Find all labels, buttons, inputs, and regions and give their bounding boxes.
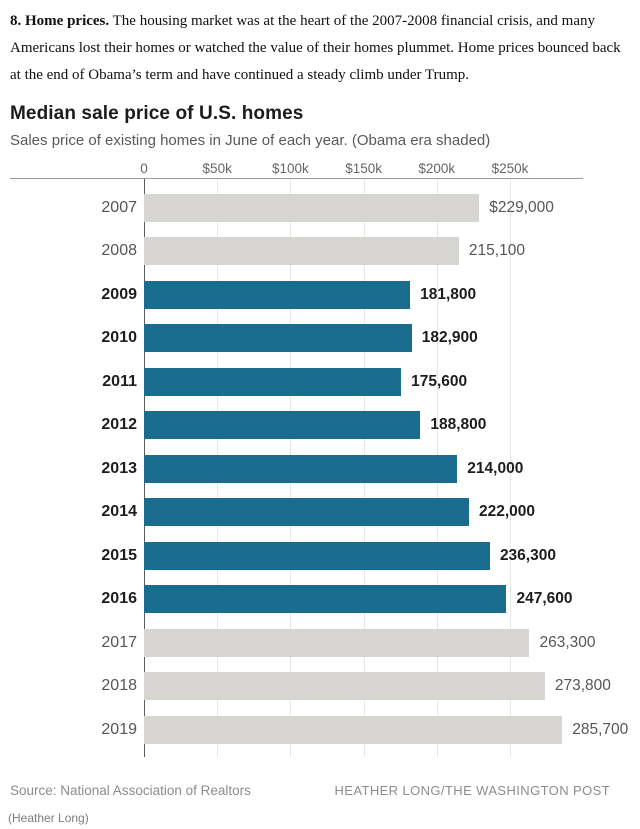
bar-row: 2015 236,300 [10,534,583,578]
bar [144,715,563,744]
value-label: 285,700 [572,720,629,738]
bar-row: 2009 181,800 [10,273,583,317]
bar-obama-era [144,541,490,570]
bar-obama-era [144,454,458,483]
bar-row: 2008 215,100 [10,230,583,274]
x-axis: 0 $50k $100k $150k $200k $250k [10,161,583,179]
x-tick-label: 0 [140,161,148,176]
value-label: 182,900 [421,329,478,347]
value-label: 273,800 [554,677,611,695]
bar-obama-era [144,585,507,614]
bar-obama-era [144,411,421,440]
bar [144,237,459,266]
x-tick-label: $250k [491,161,529,176]
year-label: 2016 [101,590,137,608]
year-label: 2017 [101,633,137,651]
value-label: 215,100 [468,242,525,260]
year-label: 2010 [101,329,137,347]
bar-chart: Median sale price of U.S. homes Sales pr… [10,103,628,757]
year-label: 2007 [101,198,137,216]
year-label: 2018 [101,677,137,695]
bar [144,628,530,657]
bar-obama-era [144,498,469,527]
intro-paragraph: 8. Home prices. The housing market was a… [10,8,628,89]
year-label: 2013 [101,459,137,477]
byline-credit: HEATHER LONG/THE WASHINGTON POST [334,783,610,798]
bars: 2007 $229,000 2008 215,100 2009 181,800 2010 18… [10,186,628,752]
year-label: 2009 [101,285,137,303]
bar [144,672,545,701]
value-label: 236,300 [499,546,556,564]
bar-row: 2012 188,800 [10,404,583,448]
plot-area: 2007 $229,000 2008 215,100 2009 181,800 2010 18… [10,179,628,757]
year-label: 2014 [101,503,137,521]
chart-title: Median sale price of U.S. homes [10,103,304,124]
value-label: 263,300 [539,633,596,651]
value-label: 247,600 [516,590,573,608]
bar-row: 2016 247,600 [10,578,583,622]
bar-obama-era [144,324,412,353]
bar-row: 2007 $229,000 [10,186,583,230]
bar-row: 2018 273,800 [10,665,611,709]
gridline [510,179,511,757]
value-label: 188,800 [430,416,487,434]
x-tick-label: $50k [202,161,232,176]
value-label: $229,000 [489,198,554,216]
bar-row: 2011 175,600 [10,360,583,404]
year-label: 2012 [101,416,137,434]
bar-row: 2014 222,000 [10,491,583,535]
bar-row: 2017 263,300 [10,621,596,665]
bar-obama-era [144,280,411,309]
bar-row: 2019 285,700 [10,708,628,752]
chart-subtitle: Sales price of existing homes in June of… [10,132,491,149]
value-label: 214,000 [467,459,524,477]
year-label: 2011 [102,372,137,390]
year-label: 2008 [101,242,137,260]
year-label: 2019 [101,720,137,738]
x-tick-label: $150k [345,161,382,176]
bar-row: 2010 182,900 [10,317,583,361]
bar [144,193,480,222]
bar-row: 2013 214,000 [10,447,583,491]
photo-caption: (Heather Long) [8,811,89,825]
source-note: Source: National Association of Realtors [10,783,251,798]
value-label: 181,800 [420,285,477,303]
intro-body: The housing market was at the heart of t… [10,13,621,83]
x-tick-label: $100k [271,161,309,176]
value-label: 175,600 [411,372,468,390]
value-label: 222,000 [479,503,536,521]
x-tick-label: $200k [418,161,456,176]
intro-lead: 8. Home prices. [10,13,110,29]
year-label: 2015 [101,546,137,564]
chart-footer: Source: National Association of Realtors… [10,783,610,798]
bar-obama-era [144,367,402,396]
